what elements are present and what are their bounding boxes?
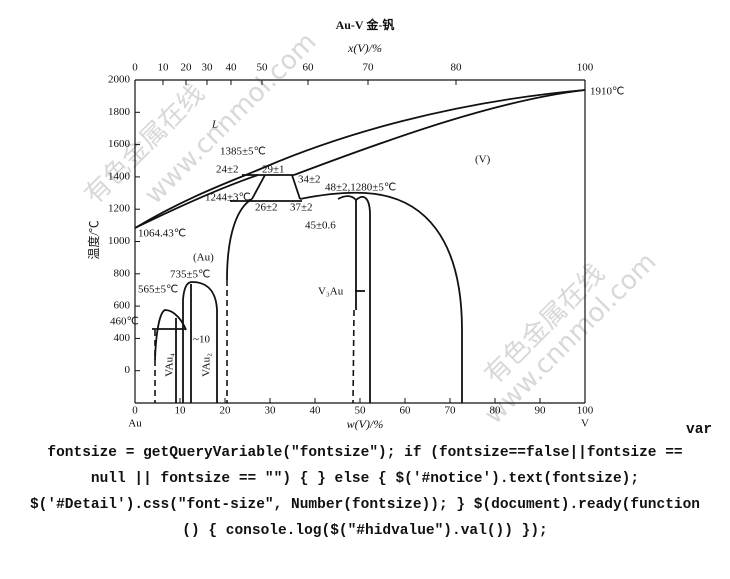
- bottom-axis-label: w(V)/%: [347, 417, 384, 431]
- bottom-tick-label: 20: [220, 405, 232, 417]
- y-tick-label: 2000: [108, 74, 131, 86]
- bottom-tick-label: 90: [535, 405, 547, 417]
- y-tick-label: 1600: [108, 138, 131, 150]
- bottom-tick-label: 10: [175, 405, 187, 417]
- top-tick-label: 80: [451, 62, 463, 74]
- top-tick-label: 100: [577, 62, 594, 74]
- annotation: 37±2: [290, 202, 313, 214]
- top-axis-label: x(V)/%: [347, 41, 382, 55]
- code-text: var fontsize = getQueryVariable("fontsiz…: [30, 422, 712, 539]
- bottom-tick-label: 60: [400, 405, 412, 417]
- y-tick-label: 1200: [108, 203, 131, 215]
- axis-end-label: V: [581, 418, 589, 430]
- y-axis-label: 温度/℃: [86, 220, 101, 259]
- annotation: 460℃: [110, 316, 139, 328]
- bottom-tick-label: 80: [490, 405, 502, 417]
- code-line: $('#Detail').css("font-size", Number(fon…: [30, 497, 700, 513]
- y-tick-label: 1400: [108, 170, 131, 182]
- y-tick-label: 0: [125, 364, 131, 376]
- top-tick-label: 40: [226, 62, 238, 74]
- annotation: 1064.43℃: [138, 228, 186, 240]
- bottom-tick-label: 0: [132, 405, 138, 417]
- annotation: 26±2: [255, 202, 278, 214]
- annotation: 34±2: [298, 174, 321, 186]
- bottom-tick-label: 40: [310, 405, 322, 417]
- top-tick-label: 70: [363, 62, 375, 74]
- code-line: var: [686, 422, 712, 438]
- y-tick-label: 1000: [108, 235, 131, 247]
- annotation: 48±2,1280±5℃: [325, 182, 396, 194]
- annotation: 1385±5℃: [220, 146, 266, 158]
- top-tick-label: 50: [257, 62, 269, 74]
- top-tick-label: 0: [132, 62, 138, 74]
- top-tick-label: 10: [158, 62, 170, 74]
- annotation: 735±5℃: [170, 269, 210, 281]
- top-tick-label: 60: [303, 62, 315, 74]
- y-tick-label: 400: [114, 332, 131, 344]
- annotation: (V): [475, 154, 491, 166]
- y-tick-label: 600: [114, 300, 131, 312]
- annotations: 1910℃ L 1385±5℃ 24±2 29±1 34±2 (V) 48±2,…: [110, 86, 624, 377]
- ticks: 0 10 20 30 40 50 60 70 80 1000 10 20 30 40 50 60 70 80 90 1…: [108, 62, 594, 417]
- annotation: VAu₄: [164, 353, 176, 377]
- annotation: 29±1: [262, 164, 285, 176]
- axis-end-label: Au: [128, 418, 142, 430]
- y-tick-label: 1800: [108, 106, 131, 118]
- annotation: VAu₂: [201, 353, 213, 377]
- annotation: 1244±3℃: [205, 192, 251, 204]
- code-line: fontsize = getQueryVariable("fontsize");…: [47, 445, 682, 461]
- phase-curves: [134, 89, 586, 404]
- annotation: 1910℃: [590, 86, 624, 98]
- annotation: 24±2: [216, 164, 239, 176]
- annotation: 45±0.6: [305, 220, 336, 232]
- bottom-tick-label: 100: [577, 405, 594, 417]
- annotation: (Au): [193, 252, 214, 264]
- bottom-tick-label: 50: [355, 405, 367, 417]
- bottom-tick-label: 30: [265, 405, 277, 417]
- annotation: ~10: [193, 334, 210, 346]
- top-tick-label: 20: [181, 62, 193, 74]
- code-line: () { console.log($("#hidvalue").val()) }…: [182, 523, 547, 539]
- annotation: L: [211, 119, 218, 131]
- figure-title: Au-V 金-钒: [336, 17, 395, 32]
- code-line: null || fontsize == "") { } else { $('#n…: [91, 471, 639, 487]
- top-tick-label: 30: [202, 62, 214, 74]
- y-tick-label: 800: [114, 267, 131, 279]
- annotation: V₃Au: [318, 286, 344, 298]
- annotation: 565±5℃: [138, 284, 178, 296]
- bottom-tick-label: 70: [445, 405, 457, 417]
